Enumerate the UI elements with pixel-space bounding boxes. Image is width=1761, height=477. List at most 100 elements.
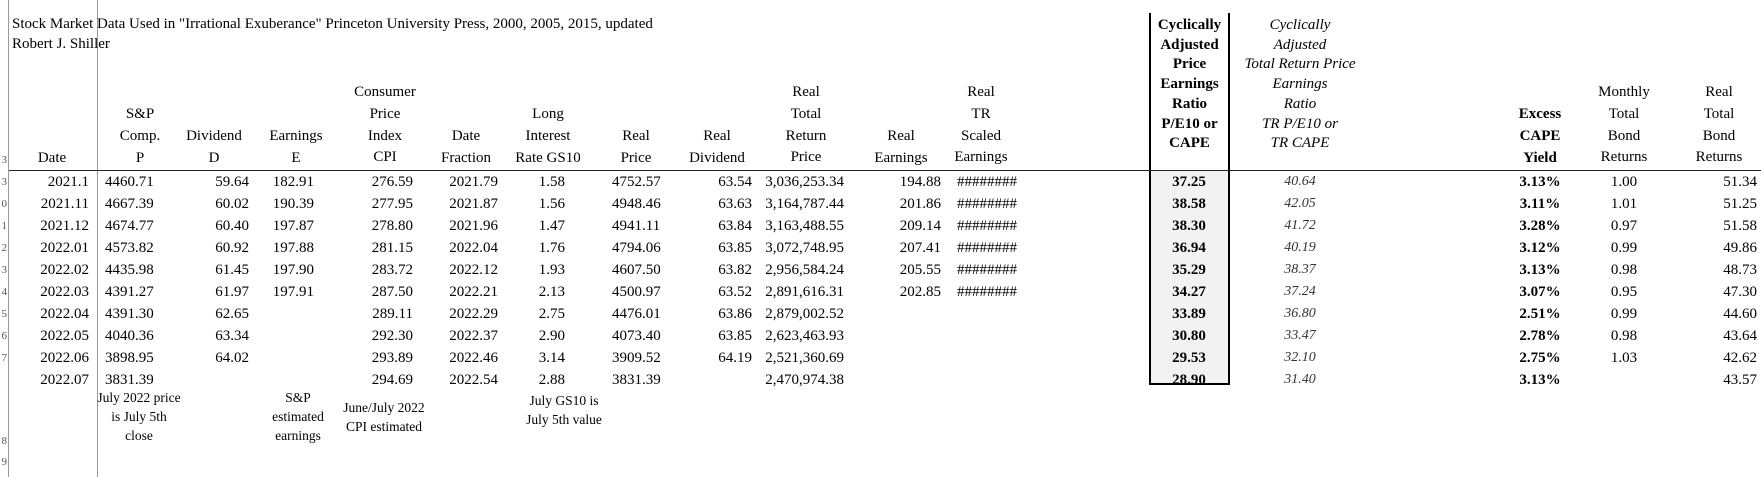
header-date-fraction[interactable]: Date Fraction bbox=[441, 128, 491, 166]
cell-cpi[interactable]: 278.80 bbox=[371, 218, 413, 234]
cell-excess-cape-yield[interactable]: 3.12% bbox=[1519, 240, 1561, 256]
cell-date-fraction[interactable]: 2022.37 bbox=[449, 328, 498, 344]
cell-date[interactable]: 2022.05 bbox=[40, 328, 89, 344]
cell-real-earnings[interactable]: 207.41 bbox=[899, 240, 941, 256]
cell-real-price[interactable]: 4941.11 bbox=[612, 218, 661, 234]
cell-dividend[interactable]: 60.92 bbox=[215, 240, 249, 256]
cell-real-total-return[interactable]: 2,891,616.31 bbox=[765, 284, 844, 300]
cell-date[interactable]: 2022.07 bbox=[40, 372, 89, 388]
cell-tr-cape[interactable]: 31.40 bbox=[1284, 372, 1316, 387]
note-earnings[interactable]: S&P estimated earnings bbox=[272, 390, 324, 443]
cell-dividend[interactable]: 61.97 bbox=[215, 284, 249, 300]
cell-real-total-return[interactable]: 3,036,253.34 bbox=[765, 174, 844, 190]
cell-real-bond-returns[interactable]: 42.62 bbox=[1723, 350, 1757, 366]
cell-gs10[interactable]: 2.90 bbox=[538, 328, 565, 344]
header-date[interactable]: Date bbox=[37, 150, 67, 166]
cell-cpi[interactable]: 294.69 bbox=[371, 372, 413, 388]
cell-date-fraction[interactable]: 2022.54 bbox=[449, 372, 498, 388]
cell-tr-cape[interactable]: 40.64 bbox=[1284, 174, 1316, 189]
cell-date[interactable]: 2021.1 bbox=[47, 174, 89, 190]
cell-real-price[interactable]: 4073.40 bbox=[612, 328, 661, 344]
cell-real-price[interactable]: 4948.46 bbox=[612, 196, 661, 212]
cell-real-tr-scaled[interactable]: ######## bbox=[957, 262, 1017, 278]
cell-earnings[interactable]: 197.90 bbox=[272, 262, 314, 278]
cell-sp-comp[interactable]: 4674.77 bbox=[105, 218, 154, 234]
cell-bond-returns[interactable]: 1.03 bbox=[1610, 350, 1638, 366]
sheet-author[interactable]: Robert J. Shiller bbox=[12, 36, 110, 52]
cell-bond-returns[interactable]: 0.97 bbox=[1610, 218, 1638, 234]
cell-excess-cape-yield[interactable]: 2.78% bbox=[1519, 328, 1561, 344]
header-real-price[interactable]: Real Price bbox=[620, 128, 652, 166]
cell-date[interactable]: 2022.06 bbox=[40, 350, 89, 366]
header-cape[interactable]: Cyclically Adjusted Price Earnings Ratio P/E1… bbox=[1157, 17, 1222, 152]
cell-real-earnings[interactable]: 209.14 bbox=[899, 218, 941, 234]
cell-real-dividend[interactable]: 64.19 bbox=[718, 350, 752, 366]
cell-sp-comp[interactable]: 4040.36 bbox=[105, 328, 154, 344]
cell-cape[interactable]: 37.25 bbox=[1172, 174, 1206, 190]
cell-bond-returns[interactable]: 1.01 bbox=[1610, 196, 1638, 212]
cell-real-price[interactable]: 4794.06 bbox=[612, 240, 661, 256]
cell-dividend[interactable]: 63.34 bbox=[215, 328, 249, 344]
cell-gs10[interactable]: 2.88 bbox=[538, 372, 565, 388]
cell-real-price[interactable]: 4752.57 bbox=[612, 174, 661, 190]
cell-cpi[interactable]: 289.11 bbox=[372, 306, 413, 322]
cell-gs10[interactable]: 2.13 bbox=[538, 284, 565, 300]
cell-dividend[interactable]: 61.45 bbox=[215, 262, 249, 278]
cell-tr-cape[interactable]: 42.05 bbox=[1284, 196, 1316, 211]
header-tr-cape[interactable]: Cyclically Adjusted Total Return Price Earn… bbox=[1244, 17, 1356, 152]
cell-real-dividend[interactable]: 63.63 bbox=[718, 196, 752, 212]
cell-excess-cape-yield[interactable]: 3.13% bbox=[1519, 262, 1561, 278]
cell-date[interactable]: 2021.11 bbox=[40, 196, 89, 212]
cell-excess-cape-yield[interactable]: 2.51% bbox=[1519, 306, 1561, 322]
cell-real-bond-returns[interactable]: 48.73 bbox=[1723, 262, 1757, 278]
cell-real-dividend[interactable]: 63.54 bbox=[718, 174, 752, 190]
cell-earnings[interactable]: 182.91 bbox=[272, 174, 314, 190]
cell-real-total-return[interactable]: 3,163,488.55 bbox=[765, 218, 844, 234]
row-number[interactable]: 9 bbox=[1, 456, 8, 468]
row-number[interactable]: 8 bbox=[1, 435, 8, 447]
cell-real-price[interactable]: 4476.01 bbox=[612, 306, 661, 322]
cell-cape[interactable]: 29.53 bbox=[1172, 350, 1206, 366]
cell-excess-cape-yield[interactable]: 3.13% bbox=[1519, 174, 1561, 190]
row-number[interactable]: 0 bbox=[1, 198, 8, 210]
cell-date[interactable]: 2022.03 bbox=[40, 284, 89, 300]
row-number[interactable]: 7 bbox=[1, 352, 8, 364]
cell-date[interactable]: 2022.02 bbox=[40, 262, 89, 278]
cell-cpi[interactable]: 293.89 bbox=[371, 350, 413, 366]
header-sp-comp[interactable]: S&P Comp. P bbox=[119, 106, 161, 166]
cell-real-price[interactable]: 3831.39 bbox=[612, 372, 661, 388]
cell-dividend[interactable]: 60.40 bbox=[215, 218, 249, 234]
cell-real-price[interactable]: 3909.52 bbox=[612, 350, 661, 366]
note-gs10[interactable]: July GS10 is July 5th value bbox=[526, 393, 602, 427]
cell-cape[interactable]: 38.58 bbox=[1172, 196, 1206, 212]
cell-real-total-return[interactable]: 2,521,360.69 bbox=[765, 350, 844, 366]
cell-date-fraction[interactable]: 2022.29 bbox=[449, 306, 498, 322]
cell-real-dividend[interactable]: 63.82 bbox=[718, 262, 752, 278]
cell-tr-cape[interactable]: 40.19 bbox=[1284, 240, 1316, 255]
cell-real-earnings[interactable]: 201.86 bbox=[899, 196, 941, 212]
cell-tr-cape[interactable]: 32.10 bbox=[1284, 350, 1316, 365]
cell-bond-returns[interactable]: 0.99 bbox=[1610, 306, 1638, 322]
cell-real-dividend[interactable]: 63.86 bbox=[718, 306, 752, 322]
cell-gs10[interactable]: 1.93 bbox=[538, 262, 565, 278]
cell-real-price[interactable]: 4607.50 bbox=[612, 262, 661, 278]
cell-cape[interactable]: 34.27 bbox=[1172, 284, 1206, 300]
spreadsheet-grid[interactable]: Stock Market Data Used in "Irrational Ex… bbox=[8, 0, 1761, 477]
header-real-total-bond-returns[interactable]: Real Total Bond Returns bbox=[1695, 84, 1743, 166]
cell-real-bond-returns[interactable]: 51.58 bbox=[1723, 218, 1757, 234]
header-dividend[interactable]: Dividend D bbox=[186, 128, 242, 166]
row-number[interactable]: 6 bbox=[1, 330, 8, 342]
row-number[interactable]: 4 bbox=[1, 286, 8, 298]
header-cpi[interactable]: Consumer Price Index CPI bbox=[354, 84, 416, 166]
cell-sp-comp[interactable]: 3831.39 bbox=[105, 372, 154, 388]
cell-dividend[interactable]: 62.65 bbox=[215, 306, 249, 322]
cell-gs10[interactable]: 2.75 bbox=[538, 306, 565, 322]
cell-sp-comp[interactable]: 4573.82 bbox=[105, 240, 154, 256]
cell-gs10[interactable]: 1.76 bbox=[538, 240, 565, 256]
cell-cpi[interactable]: 287.50 bbox=[371, 284, 413, 300]
cell-bond-returns[interactable]: 1.00 bbox=[1610, 174, 1638, 190]
header-real-earnings[interactable]: Real Earnings bbox=[874, 128, 928, 166]
cell-real-tr-scaled[interactable]: ######## bbox=[957, 240, 1017, 256]
cell-gs10[interactable]: 3.14 bbox=[538, 350, 565, 366]
cell-date-fraction[interactable]: 2022.21 bbox=[449, 284, 498, 300]
